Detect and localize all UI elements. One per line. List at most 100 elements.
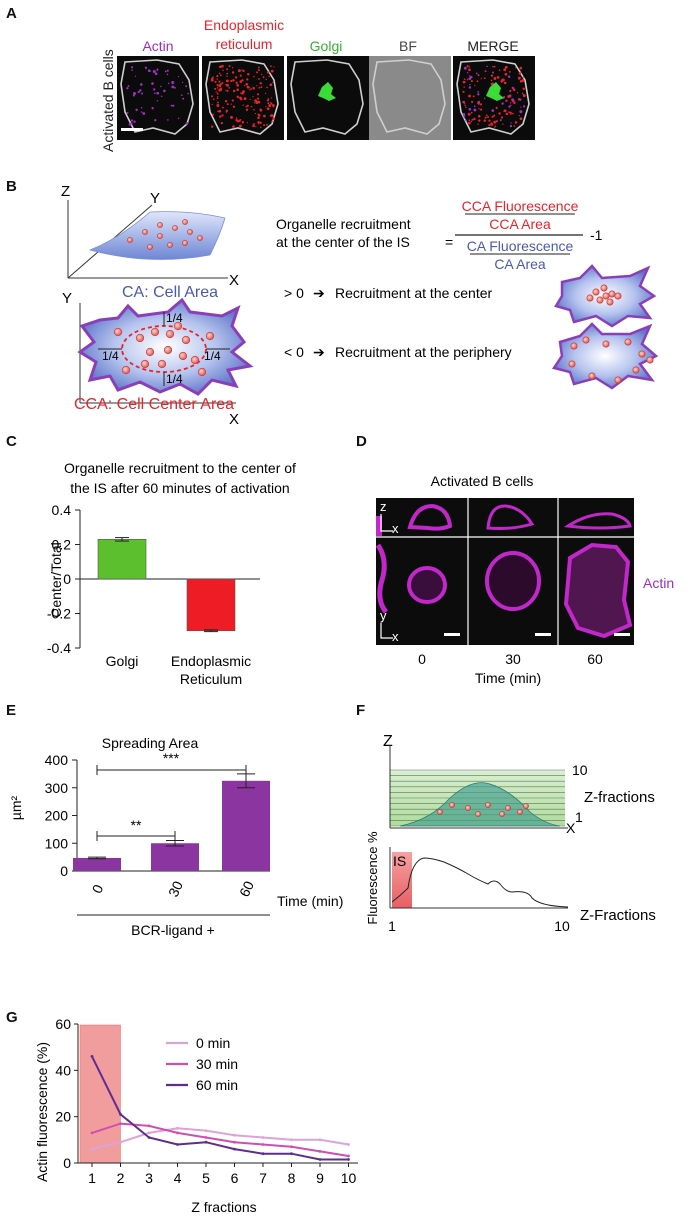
vesicle — [167, 242, 173, 248]
speckle — [266, 99, 269, 102]
speckle — [493, 114, 496, 117]
speckle — [259, 121, 262, 124]
speckle — [468, 75, 471, 77]
e-tick-label: 200 — [45, 808, 69, 824]
vesicle — [588, 372, 596, 380]
g-point — [204, 1129, 208, 1132]
vesicle — [614, 376, 622, 384]
gt-text: Recruitment at the center — [335, 285, 493, 301]
speckle — [478, 119, 481, 122]
speckle — [242, 69, 245, 73]
vesicle — [608, 290, 616, 298]
c-tick-label: -0.4 — [47, 640, 71, 656]
num-top: CCA Fluorescence — [462, 198, 579, 214]
speckle — [257, 120, 260, 124]
speckle — [226, 103, 229, 106]
speckle — [147, 69, 151, 73]
arrow-right-icon: ➔ — [313, 344, 325, 360]
speckle — [216, 78, 219, 80]
yx-cell-30 — [485, 551, 541, 611]
panel-a-row-label: Activated B cells — [100, 49, 116, 152]
speckle — [503, 81, 507, 85]
vesicle — [614, 292, 622, 300]
speckle — [215, 91, 217, 93]
speckle — [272, 117, 275, 120]
cell-outline — [290, 59, 364, 135]
speckle — [494, 125, 497, 128]
vesicle — [606, 298, 614, 306]
g-legend-label: 30 min — [196, 1056, 238, 1072]
speckle — [268, 75, 270, 78]
speckle — [232, 105, 236, 108]
speckle — [501, 78, 505, 82]
speckle — [503, 95, 506, 99]
f-top-tick: 10 — [572, 762, 588, 778]
speckle — [214, 87, 217, 90]
g-is-region — [79, 1024, 121, 1164]
ca-label: CA: Cell Area — [122, 284, 218, 301]
speckle — [225, 89, 227, 91]
speckle — [270, 114, 274, 117]
speckle — [243, 97, 247, 101]
speckle — [231, 71, 235, 74]
c-bar — [97, 539, 147, 580]
g-x-tick-label: 7 — [259, 1170, 267, 1186]
speckle — [177, 75, 180, 78]
speckle — [239, 74, 242, 77]
yx-cell-60 — [563, 542, 633, 639]
panel-a-label: A — [6, 5, 17, 22]
speckle — [242, 104, 244, 106]
speckle — [495, 106, 498, 109]
c-cat-golgi: Golgi — [106, 653, 139, 669]
speckle — [483, 119, 486, 122]
speckle — [510, 113, 512, 115]
vesicle — [596, 296, 604, 304]
speckle — [470, 80, 473, 83]
speckle — [473, 118, 476, 121]
cell-outlines — [120, 59, 530, 135]
e-sig2: *** — [163, 750, 180, 766]
speckle — [477, 123, 479, 126]
c-tick-label: 0.4 — [52, 502, 72, 518]
vesicle — [437, 809, 443, 815]
speckle — [253, 122, 255, 125]
chart-c: 0.4 0.2 0 -0.2 -0.4 — [47, 502, 260, 656]
vesicle — [165, 329, 175, 339]
speckle — [258, 86, 261, 89]
speckle — [270, 65, 272, 67]
speckle — [242, 90, 245, 93]
vesicle — [145, 347, 155, 357]
g-point — [147, 1131, 151, 1135]
vesicle — [485, 802, 491, 808]
speckle — [498, 69, 501, 72]
cell-vesicles — [113, 321, 215, 377]
speckle — [504, 72, 508, 76]
speckle — [495, 120, 499, 123]
e-category-label: 30 — [165, 878, 186, 899]
g-point — [147, 1124, 151, 1128]
speckle — [257, 97, 260, 100]
e-xlabel: Time (min) — [277, 893, 343, 909]
speckle — [181, 81, 184, 84]
c-title-1: Organelle recruitment to the center of — [64, 460, 296, 476]
g-point — [204, 1140, 208, 1144]
speckle — [468, 94, 471, 98]
speckle — [231, 67, 234, 69]
speckle — [127, 85, 130, 88]
e-tick-label: 400 — [45, 752, 69, 768]
c-title-2: the IS after 60 minutes of activation — [70, 480, 289, 496]
speckle — [263, 114, 266, 118]
speckle — [217, 96, 219, 98]
speckle — [182, 97, 185, 100]
speckle — [241, 120, 245, 124]
speckle — [240, 92, 243, 95]
speckle — [478, 100, 480, 103]
speckle — [180, 94, 183, 97]
vesicle — [140, 359, 150, 369]
speckle — [498, 112, 501, 115]
speckle — [211, 125, 214, 128]
speckle — [264, 92, 267, 95]
speckle — [235, 81, 238, 84]
c-ylabel: Center/Total — [48, 542, 64, 617]
speckle — [232, 79, 235, 82]
